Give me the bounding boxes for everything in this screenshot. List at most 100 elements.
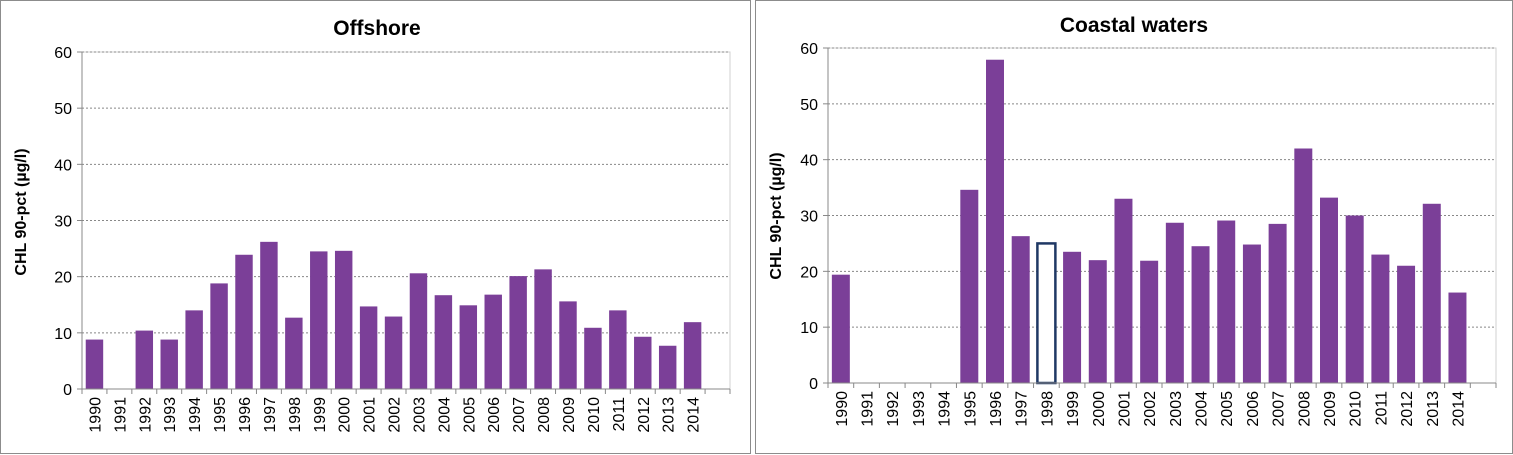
x-tick-label: 2005	[461, 397, 478, 433]
x-tick-label: 2013	[661, 397, 678, 433]
x-tick-label: 1998	[287, 397, 304, 433]
bar-1994	[185, 310, 203, 389]
x-tick-label: 2001	[1116, 391, 1133, 427]
bar-1997	[1011, 236, 1030, 383]
coastal-chart: Coastal waters CHL 90-pct (µg/l) 0 10 20 30…	[768, 14, 1497, 427]
bar-2006	[1242, 244, 1261, 383]
y-tick-label: 30	[800, 209, 818, 226]
y-tick-label: 10	[54, 326, 72, 343]
bar-2010	[584, 327, 602, 389]
y-tick-label: 20	[800, 264, 818, 281]
y-tick-label: 10	[800, 320, 818, 337]
x-tick-label: 2008	[1296, 391, 1313, 427]
bar-1999	[1063, 251, 1082, 383]
x-tick-label: 2002	[387, 397, 404, 433]
y-tick-label: 40	[54, 157, 72, 174]
y-tick-label: 60	[54, 45, 72, 62]
x-tick-label: 2009	[561, 397, 578, 433]
y-tick-label: 0	[809, 376, 818, 393]
x-tick-label: 1996	[988, 391, 1005, 427]
x-tick-label: 2011	[611, 397, 628, 432]
x-tick-label: 1995	[212, 397, 229, 433]
bar-2013	[1422, 203, 1441, 383]
bar-2001	[1114, 198, 1133, 383]
x-tick-label: 1997	[262, 397, 279, 433]
bar-2010	[1345, 215, 1364, 383]
bar-2014	[1448, 292, 1467, 383]
bar-1990	[85, 339, 104, 389]
x-tick-label: 2006	[486, 397, 503, 433]
bar-1999	[310, 251, 328, 389]
bar-2006	[484, 294, 502, 389]
x-tick-label: 1994	[937, 391, 954, 427]
x-tick-label: 2012	[636, 397, 653, 433]
x-tick-label: 1996	[237, 397, 254, 433]
y-tick-label: 50	[54, 101, 72, 118]
bar-2004	[434, 295, 453, 389]
y-axis-label: CHL 90-pct (µg/l)	[13, 148, 30, 275]
x-tick-label: 2003	[411, 397, 428, 433]
bar-1995	[960, 189, 979, 383]
x-tick-label: 1990	[87, 397, 104, 433]
bar-2003	[409, 273, 428, 389]
x-tick-label: 2007	[1271, 391, 1288, 427]
x-tick-label: 2004	[436, 397, 453, 433]
bar-2009	[1320, 197, 1338, 383]
bar-1993	[160, 339, 178, 389]
y-tick-label: 40	[800, 153, 818, 170]
bar-2004	[1191, 246, 1210, 383]
bar-2011	[1371, 254, 1390, 383]
x-tick-label: 1999	[312, 397, 329, 433]
x-tick-label: 2013	[1425, 391, 1442, 427]
bar-2014	[683, 322, 702, 389]
x-tick-label: 2000	[337, 397, 354, 433]
x-tick-label: 1994	[187, 397, 204, 433]
bar-2005	[1217, 220, 1236, 383]
bar-2013	[658, 345, 677, 389]
x-tick-label: 1993	[162, 397, 179, 433]
bar-2002	[384, 316, 403, 389]
bar-2007	[1268, 223, 1287, 383]
coastal-chart-panel: Coastal waters CHL 90-pct (µg/l) 0 10 20 30…	[755, 0, 1513, 454]
y-tick-label: 30	[54, 214, 72, 231]
bar-2009	[559, 301, 577, 389]
bar-2005	[459, 305, 478, 389]
x-tick-label: 2002	[1142, 391, 1159, 427]
x-tick-label: 2007	[511, 397, 528, 433]
x-tick-label: 1998	[1039, 391, 1056, 427]
x-tick-label: 1997	[1014, 391, 1031, 427]
x-tick-label: 1992	[137, 397, 154, 433]
x-tick-label: 2001	[362, 397, 379, 433]
offshore-chart-panel: Offshore CHL 90-pct (µg/l) 0 10 20 30 40 50 60…	[0, 0, 751, 454]
x-tick-label: 2006	[1245, 391, 1262, 427]
bar-2002	[1140, 260, 1159, 383]
chart-title: Offshore	[333, 17, 421, 40]
bar-1996	[986, 59, 1004, 383]
bar-1998	[285, 317, 303, 389]
x-tick-label: 1992	[885, 391, 902, 427]
x-tick-label: 1995	[962, 391, 979, 427]
bar-1997	[260, 241, 278, 389]
y-tick-label: 60	[800, 41, 818, 58]
x-tick-label: 2008	[536, 397, 553, 433]
x-tick-label: 2003	[1168, 391, 1185, 427]
y-axis-label: CHL 90-pct (µg/l)	[768, 152, 785, 279]
bar-2000	[334, 250, 353, 389]
y-tick-label: 50	[800, 97, 818, 114]
bar-2011	[609, 310, 627, 389]
x-tick-label: 2004	[1194, 391, 1211, 427]
plot-area: 0 10 20 30 40 50 60 1990 1991 1992 1993 1994 1995 199…	[800, 41, 1497, 427]
bar-2012	[1397, 265, 1416, 383]
bar-2001	[359, 306, 378, 389]
y-tick-label: 20	[54, 270, 72, 287]
x-tick-label: 2014	[1450, 391, 1467, 427]
bar-1998	[1036, 242, 1057, 385]
x-tick-label: 2014	[686, 397, 703, 433]
x-tick-label: 1991	[860, 391, 877, 427]
x-tick-label: 2012	[1399, 391, 1416, 427]
y-tick-label: 0	[63, 382, 72, 399]
bar-2007	[509, 276, 527, 389]
bar-1992	[135, 330, 154, 389]
chart-title: Coastal waters	[1060, 14, 1208, 37]
bar-1996	[235, 254, 253, 389]
